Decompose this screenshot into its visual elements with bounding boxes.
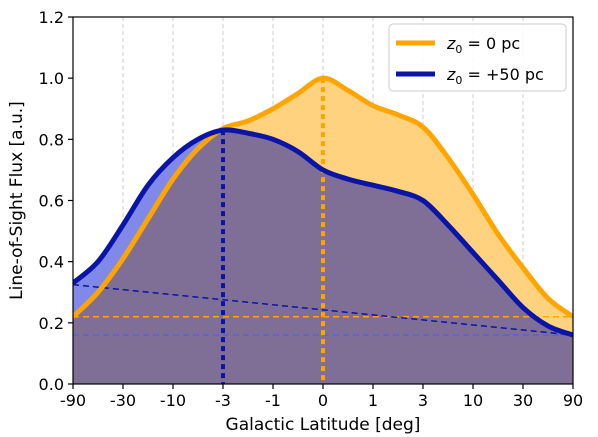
area-fills <box>73 78 573 384</box>
x-tick-label: -1 <box>265 391 281 410</box>
y-tick-label: 0.0 <box>39 375 64 394</box>
x-tick-label: -30 <box>110 391 136 410</box>
y-axis-label: Line-of-Sight Flux [a.u.] <box>7 101 27 300</box>
x-tick-label: -3 <box>215 391 231 410</box>
axes: -90 -30 -10 -3 -1 0 1 3 10 30 900.00.20.40.60.81.0… <box>39 8 584 410</box>
baseline-sloped-z0-50pc <box>73 283 573 336</box>
y-tick-label: 0.6 <box>39 192 64 211</box>
x-tick-label: -90 <box>60 391 86 410</box>
legend-label-blue: z0 = +50 pc <box>446 65 544 87</box>
y-tick-label: 0.4 <box>39 253 64 272</box>
legend-label-orange: z0 = 0 pc <box>446 34 520 56</box>
legend-text-blue: = +50 pc <box>462 65 543 84</box>
legend-text-orange: = 0 pc <box>462 34 520 53</box>
legend-symbol-orange: z <box>446 34 456 53</box>
series-lines <box>73 75 573 384</box>
legend: z0 = 0 pc z0 = +50 pc <box>388 23 567 92</box>
y-tick-label: 1.0 <box>39 69 64 88</box>
x-tick-label: -10 <box>160 391 186 410</box>
x-tick-label: 0 <box>318 391 328 410</box>
y-tick-label: 0.2 <box>39 314 64 333</box>
y-tick-label: 0.8 <box>39 130 64 149</box>
x-tick-label: 3 <box>418 391 428 410</box>
x-axis-label: Galactic Latitude [deg] <box>226 415 421 435</box>
x-tick-label: 1 <box>368 391 378 410</box>
legend-subscript-blue: 0 <box>455 74 462 87</box>
x-tick-label: 90 <box>563 391 583 410</box>
series-line-z0-50pc <box>73 127 573 338</box>
area-fill-overlap <box>73 129 573 384</box>
x-tick-label: 10 <box>463 391 483 410</box>
series-line-z0-0pc <box>73 75 573 319</box>
y-tick-label: 1.2 <box>39 8 64 27</box>
legend-symbol-blue: z <box>446 65 456 84</box>
legend-subscript-orange: 0 <box>455 43 462 56</box>
x-tick-label: 30 <box>513 391 533 410</box>
